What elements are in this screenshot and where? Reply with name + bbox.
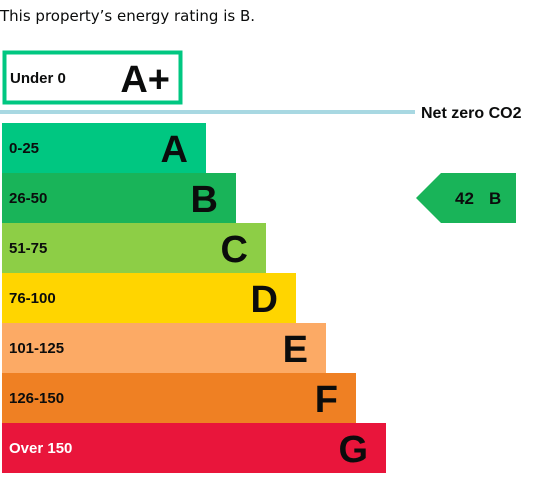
band-d-range: 76-100 xyxy=(9,290,56,307)
band-c-letter: C xyxy=(221,229,248,271)
band-c-range: 51-75 xyxy=(9,240,47,257)
band-f-bar xyxy=(2,373,356,423)
band-e: 101-125 E xyxy=(2,323,326,373)
band-a-plus-letter: A+ xyxy=(120,59,170,101)
energy-rating-summary: This property’s energy rating is B. xyxy=(0,7,256,25)
band-d-letter: D xyxy=(251,279,278,321)
current-rating-letter: B xyxy=(489,189,501,208)
band-e-bar xyxy=(2,323,326,373)
band-f-letter: F xyxy=(315,379,338,421)
band-d: 76-100 D xyxy=(2,273,296,323)
band-f: 126-150 F xyxy=(2,373,356,423)
band-g-bar xyxy=(2,423,386,473)
band-g-letter: G xyxy=(338,429,368,471)
band-a-plus-box xyxy=(2,50,183,105)
band-a-plus: Under 0 A+ xyxy=(2,50,183,105)
band-c: 51-75 C xyxy=(2,223,266,273)
band-a-bar xyxy=(2,123,206,173)
band-c-bar xyxy=(2,223,266,273)
band-e-letter: E xyxy=(283,329,308,371)
band-g: Over 150 G xyxy=(2,423,386,473)
band-e-range: 101-125 xyxy=(9,340,64,357)
band-a-letter: A xyxy=(161,129,188,171)
band-g-range: Over 150 xyxy=(9,440,72,457)
band-f-range: 126-150 xyxy=(9,390,64,407)
band-b: 26-50 B xyxy=(2,173,236,223)
band-a: 0-25 A xyxy=(2,123,206,173)
band-b-range: 26-50 xyxy=(9,190,47,207)
rating-bands: Under 0 A+0-25 A26-50 B51-75 C76-100 D101-125… xyxy=(2,50,386,473)
band-a-range: 0-25 xyxy=(9,140,39,157)
current-rating-arrow xyxy=(416,173,516,223)
net-zero-marker: Net zero CO2 xyxy=(0,105,522,122)
band-a-plus-range: Under 0 xyxy=(10,70,66,87)
band-b-bar xyxy=(2,173,236,223)
current-rating-value: 42 xyxy=(455,189,474,208)
band-b-letter: B xyxy=(191,179,218,221)
current-rating-marker: 42 B xyxy=(416,173,516,223)
net-zero-label: Net zero CO2 xyxy=(421,105,522,122)
band-d-bar xyxy=(2,273,296,323)
